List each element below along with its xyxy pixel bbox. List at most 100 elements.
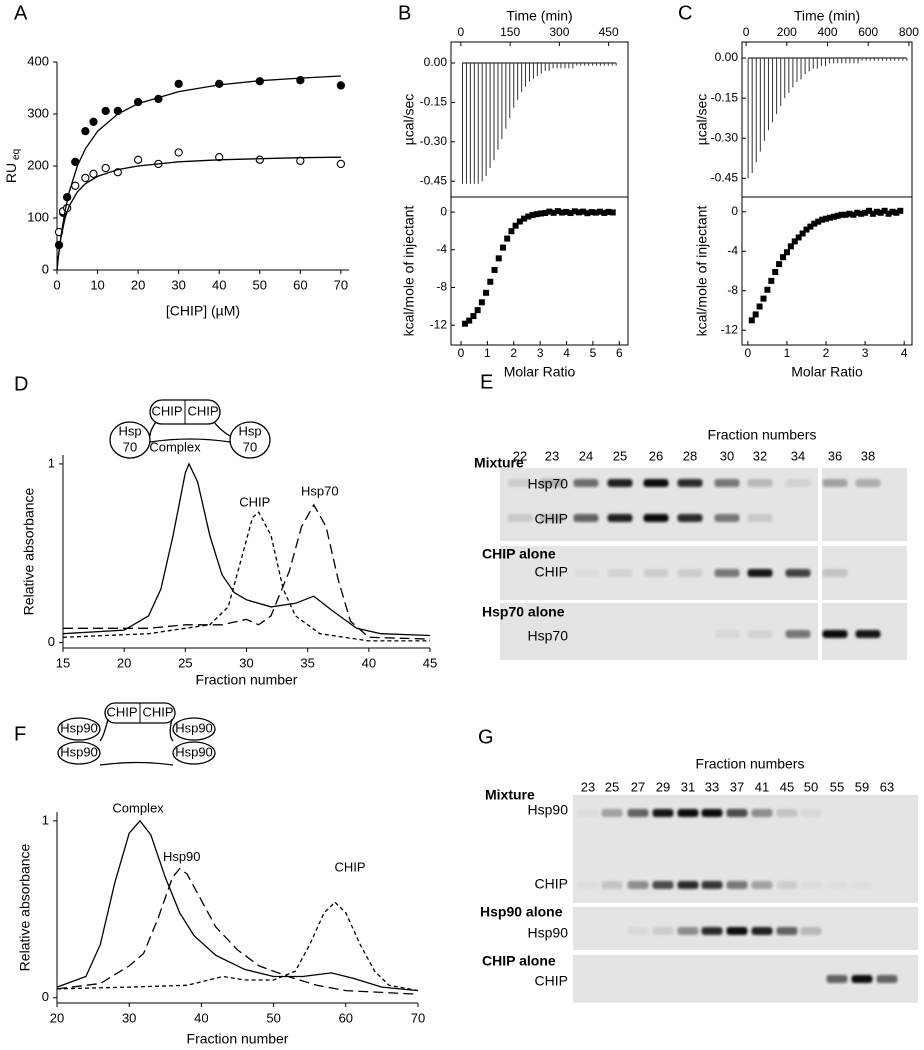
- gel-band: [701, 809, 723, 817]
- gel-band: [785, 630, 811, 638]
- panel-label: G: [478, 726, 494, 748]
- x-tick-label: 1: [784, 346, 791, 360]
- x-tick-label: 800: [899, 25, 919, 39]
- series-label: Hsp90: [163, 849, 201, 864]
- schematic: CHIP CHIP Hsp 70 Hsp 70: [109, 399, 271, 459]
- connector: [99, 718, 109, 742]
- x-tick-label: 15: [56, 655, 70, 670]
- point: [470, 313, 477, 320]
- lane-label: 32: [753, 448, 767, 463]
- point: [483, 289, 490, 296]
- point: [174, 79, 183, 88]
- y-axis-label-main: RU: [3, 163, 19, 183]
- gel-band: [578, 881, 599, 889]
- connector: [99, 761, 174, 766]
- gel-band: [643, 569, 669, 577]
- gel-band: [726, 881, 748, 889]
- point: [101, 106, 110, 116]
- point: [71, 181, 80, 190]
- y-tick-label: -8: [436, 280, 447, 294]
- point: [542, 210, 549, 217]
- x-axis-label: Time (min): [794, 8, 860, 24]
- x-tick-label: 6: [616, 346, 623, 360]
- node-label: 70: [123, 439, 137, 454]
- plot-frame: [450, 41, 629, 198]
- point: [823, 215, 830, 222]
- point: [478, 299, 485, 306]
- curve: [56, 75, 341, 271]
- x-tick-label: 300: [549, 25, 569, 39]
- x-tick-label: 20: [50, 1010, 64, 1025]
- gel-band: [785, 479, 811, 487]
- y-tick-label: 0.00: [715, 50, 739, 64]
- point: [601, 209, 608, 216]
- point: [466, 317, 473, 324]
- lane-label: 29: [656, 779, 670, 794]
- gel-band: [677, 479, 703, 487]
- node-label: Hsp: [238, 423, 261, 438]
- band-label: Hsp90: [528, 802, 569, 818]
- gel-band: [876, 975, 898, 983]
- point: [559, 209, 566, 216]
- x-tick-label: 50: [253, 277, 267, 292]
- point: [877, 209, 884, 216]
- gel-band: [652, 809, 674, 817]
- x-tick-label: 40: [362, 655, 376, 670]
- gel-band: [573, 479, 599, 487]
- series-label: Complex: [112, 800, 164, 815]
- y-tick-label: 200: [27, 157, 49, 172]
- point: [605, 208, 612, 215]
- y-tick-label: 0: [42, 989, 49, 1004]
- hsp-node: [172, 741, 216, 765]
- gel-band: [822, 569, 848, 577]
- node-label: Hsp90: [60, 720, 98, 735]
- point: [881, 207, 888, 214]
- curve: [62, 462, 431, 637]
- point: [255, 155, 264, 164]
- lane-label: 34: [791, 448, 805, 463]
- point: [838, 211, 845, 218]
- x-tick-label: 70: [411, 1010, 425, 1025]
- plot-frame: [741, 41, 913, 198]
- point: [854, 209, 861, 216]
- gel-band: [607, 569, 633, 577]
- point: [834, 212, 841, 219]
- curve: [62, 511, 430, 642]
- point: [846, 210, 853, 217]
- y-axis-label: µcal/sec: [694, 94, 710, 146]
- hsp-node: [229, 421, 271, 459]
- lane-label: 22: [513, 448, 527, 463]
- point: [776, 261, 783, 268]
- y-tick-label: 0: [48, 634, 55, 649]
- gel-band: [776, 927, 798, 935]
- lane-label: 25: [613, 448, 627, 463]
- point: [791, 238, 798, 245]
- hsp-node: [57, 717, 101, 741]
- node-label: Hsp90: [175, 720, 213, 735]
- x-tick-label: 40: [212, 277, 226, 292]
- band-label: CHIP: [535, 973, 568, 989]
- gel-band: [822, 479, 848, 487]
- point: [174, 148, 183, 157]
- y-tick-label: -0.15: [420, 95, 448, 109]
- point: [215, 79, 224, 88]
- lane-label: 33: [705, 779, 719, 794]
- schematic: CHIP CHIP Hsp90 Hsp90 Hsp90 Hsp90: [57, 702, 216, 766]
- connector: [149, 438, 231, 443]
- x-axis-label: Time (min): [506, 8, 572, 24]
- node-label: Hsp: [118, 423, 141, 438]
- lane-label: 37: [730, 779, 744, 794]
- point: [866, 207, 873, 214]
- x-tick-label: 0: [458, 346, 465, 360]
- point: [529, 212, 536, 219]
- x-tick-label: 30: [122, 1010, 136, 1025]
- gel-band: [751, 881, 773, 889]
- section-heading: CHIP alone: [482, 546, 556, 562]
- gel-band: [573, 514, 599, 522]
- y-tick-label: -12: [430, 317, 448, 331]
- gel-band: [677, 809, 699, 817]
- hsp-node: [57, 741, 101, 765]
- point: [885, 210, 892, 217]
- section-heading: Hsp90 alone: [480, 904, 563, 920]
